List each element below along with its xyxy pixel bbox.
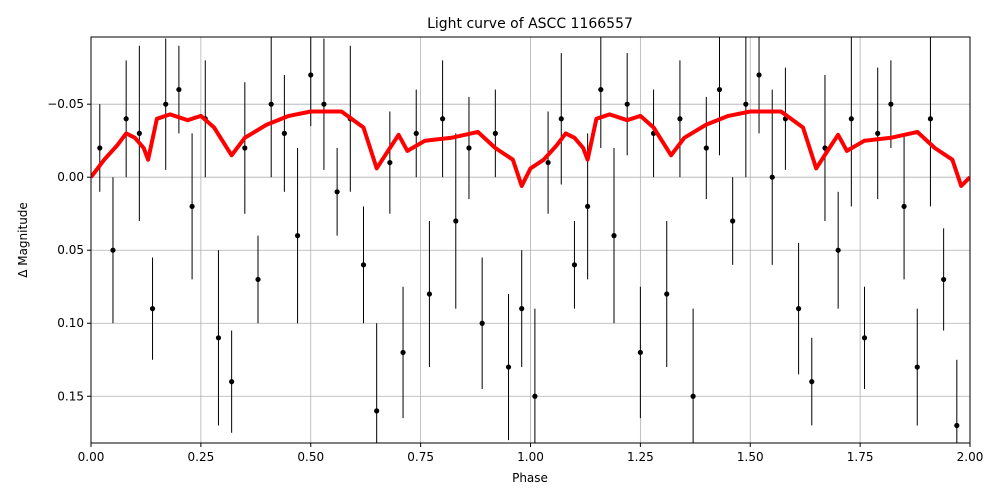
data-point (413, 130, 419, 136)
data-point (532, 393, 538, 399)
y-axis-label: Δ Magnitude (16, 202, 30, 278)
data-point (545, 159, 551, 166)
x-tick-label: 0.50 (297, 450, 324, 464)
data-point (637, 349, 643, 356)
data-point (149, 306, 156, 312)
data-point (123, 116, 129, 122)
data-point (888, 101, 894, 107)
x-tick-label: 0.00 (78, 450, 105, 464)
data-point (954, 422, 960, 429)
data-point (189, 203, 195, 210)
chart-title: Light curve of ASCC 1166557 (427, 16, 633, 32)
data-point (611, 233, 617, 239)
data-point (677, 116, 683, 122)
y-tick-label: 0.00 (57, 170, 84, 184)
data-point (505, 364, 512, 370)
data-point (176, 86, 182, 93)
data-point (690, 393, 696, 399)
data-point (875, 130, 881, 136)
data-point (453, 218, 459, 224)
data-point (479, 320, 485, 326)
data-point (927, 116, 934, 122)
data-point (598, 86, 604, 93)
x-tick-label: 1.25 (627, 450, 654, 464)
x-tick-label: 2.00 (957, 450, 984, 464)
data-point (440, 116, 446, 122)
data-point (664, 291, 670, 297)
data-point (835, 247, 841, 253)
data-point (848, 116, 854, 122)
data-point (730, 218, 736, 224)
data-point (624, 101, 630, 107)
data-point (861, 335, 868, 341)
data-point (795, 306, 802, 312)
x-tick-label: 0.25 (188, 450, 215, 464)
data-point (97, 145, 103, 151)
data-point (769, 174, 775, 180)
data-point (703, 145, 709, 151)
data-point (400, 349, 406, 356)
x-tick-label: 1.00 (517, 450, 544, 464)
data-point (571, 262, 578, 268)
data-point (743, 101, 749, 107)
y-tick-label: −0.05 (47, 97, 84, 111)
data-point (136, 130, 142, 136)
data-point (110, 247, 116, 253)
data-point (308, 72, 314, 78)
data-point (426, 291, 433, 297)
data-point (941, 276, 947, 283)
data-point (558, 116, 564, 122)
y-tick-label: 0.05 (57, 243, 84, 257)
data-point (914, 364, 920, 370)
data-point (387, 159, 393, 166)
data-point (215, 335, 222, 341)
x-tick-label: 0.75 (407, 450, 434, 464)
plot-area (91, 37, 970, 443)
data-point (466, 145, 472, 151)
data-point (585, 203, 591, 210)
data-point (374, 408, 380, 414)
data-point (281, 130, 287, 136)
data-point (809, 379, 815, 385)
y-tick-label: 0.15 (57, 389, 84, 403)
trend-line (91, 109, 970, 188)
data-point (519, 306, 525, 312)
data-point (268, 101, 274, 107)
data-point (242, 145, 248, 151)
data-point (229, 379, 235, 385)
data-point (294, 233, 301, 239)
data-point (492, 130, 498, 136)
data-point (321, 101, 327, 107)
y-tick-label: 0.10 (57, 316, 84, 330)
data-point (716, 86, 723, 93)
data-point (334, 189, 340, 195)
data-point (360, 262, 367, 268)
data-point (901, 203, 907, 210)
x-axis-label: Phase (512, 471, 548, 485)
x-tick-label: 1.75 (847, 450, 874, 464)
x-tick-label: 1.50 (737, 450, 764, 464)
data-point (255, 276, 261, 283)
data-point (163, 101, 169, 107)
data-point (756, 72, 762, 78)
ticks: 0.00 0.25 0.50 0.75 1.00 1.25 1.50 1.75 2.00 −0.0… (47, 97, 983, 464)
